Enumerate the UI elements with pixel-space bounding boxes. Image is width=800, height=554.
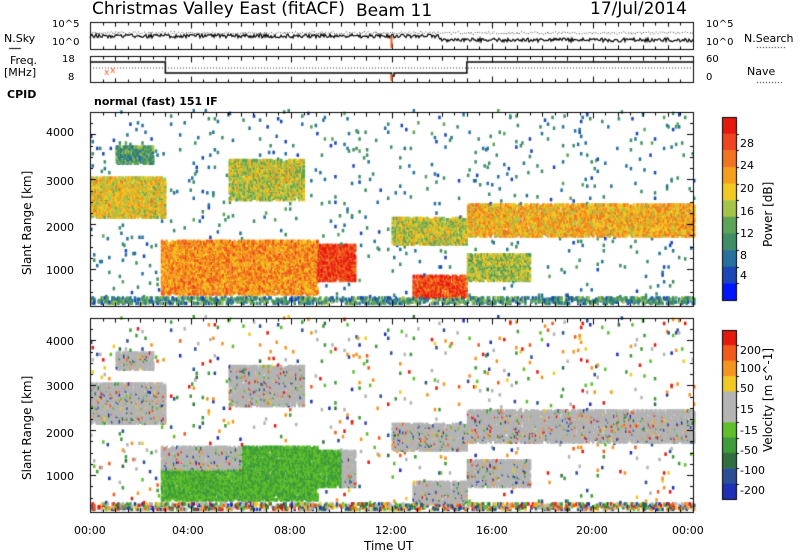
noise-tick-bottom: 10^0 [52,37,80,48]
vel-ytick-4000: 4000 [46,335,74,348]
cpid-value: normal (fast) 151 IF [94,95,218,108]
nave-tick-0: 0 [706,72,713,83]
xtick-1200: 12:00 [375,524,407,537]
power-cbar-16: 16 [740,205,754,218]
xtick-2400: 00:00 [672,524,704,537]
vel-cbar-100: 100 [740,362,761,375]
power-ytick-4000: 4000 [46,126,74,139]
noise-tick-bottom-right: 10^0 [706,37,734,48]
vel-ylabel: Slant Range [km] [20,375,34,480]
date-title: 17/Jul/2014 [590,0,687,19]
freq-label: Freq. [10,54,38,67]
freq-unit-label: [MHz] [4,66,37,79]
power-cbar-24: 24 [740,159,754,172]
vel-cbar-m50: -50 [740,444,758,457]
vel-ytick-2000: 2000 [46,427,74,440]
noise-search-label: N.Search [744,32,794,45]
power-ylabel: Slant Range [km] [20,170,34,275]
power-ytick-3000: 3000 [46,175,74,188]
vel-cbar-m200: -200 [740,484,765,497]
cpid-label: CPID [7,88,37,101]
vel-ytick-3000: 3000 [46,380,74,393]
vel-cbar-label: Velocity [m s^-1] [761,347,775,452]
freq-tick-8: 8 [68,72,75,83]
xtick-1600: 16:00 [476,524,508,537]
noise-tick-top-right: 10^5 [706,19,734,30]
freq-tick-18: 18 [62,54,75,65]
station-title: Christmas Valley East (fitACF) [92,0,345,19]
power-cbar-label: Power [dB] [761,181,775,247]
vel-cbar-m15: -15 [740,424,758,437]
xtick-0400: 04:00 [172,524,204,537]
power-cbar-12: 12 [740,227,754,240]
vel-cbar-200: 200 [740,344,761,357]
beam-title: Beam 11 [356,1,433,21]
xtick-0000: 00:00 [74,524,106,537]
noise-tick-top: 10^5 [52,19,80,30]
vel-cbar-m100: -100 [740,464,765,477]
noise-sky-label: N.Sky [4,32,36,45]
nave-label: Nave [747,65,776,78]
vel-ytick-1000: 1000 [46,470,74,483]
power-ytick-2000: 2000 [46,221,74,234]
nave-tick-60: 60 [706,54,719,65]
vel-cbar-15: 15 [740,403,754,416]
power-ytick-1000: 1000 [46,264,74,277]
power-cbar-8: 8 [740,249,747,262]
xtick-0800: 08:00 [274,524,306,537]
x-axis-label: Time UT [364,539,414,553]
power-cbar-4: 4 [740,269,747,282]
power-cbar-20: 20 [740,182,754,195]
xtick-2000: 20:00 [576,524,608,537]
power-cbar-28: 28 [740,137,754,150]
vel-cbar-50: 50 [740,382,754,395]
